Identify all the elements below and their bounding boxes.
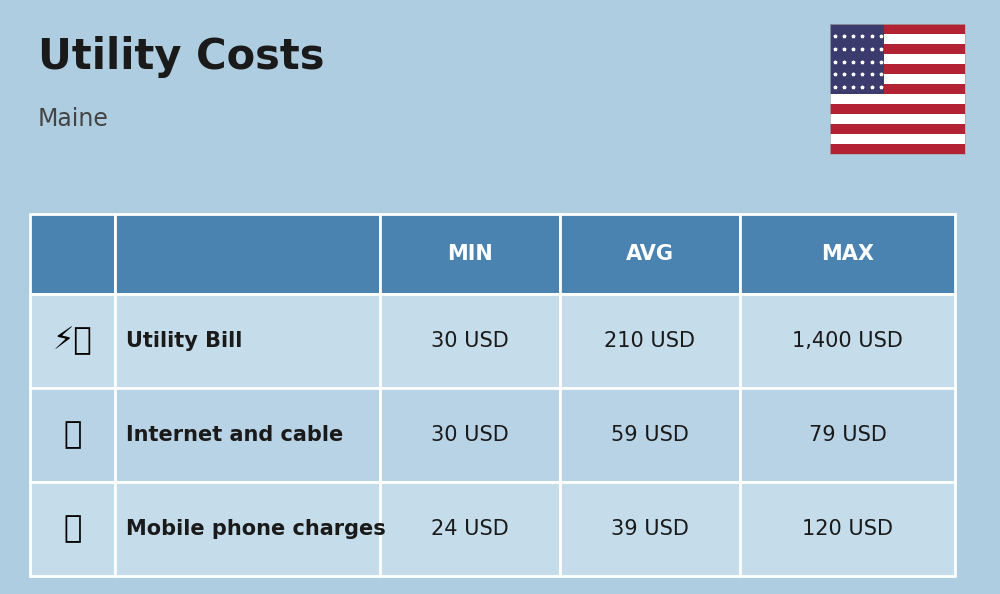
Bar bbox=[115, 293, 380, 388]
Bar bbox=[115, 482, 380, 576]
Bar bbox=[830, 124, 965, 134]
Bar bbox=[380, 293, 560, 388]
Bar bbox=[740, 214, 955, 293]
Text: 120 USD: 120 USD bbox=[802, 519, 893, 539]
Text: Utility Bill: Utility Bill bbox=[126, 331, 242, 350]
Text: AVG: AVG bbox=[626, 244, 674, 264]
Text: 1,400 USD: 1,400 USD bbox=[792, 331, 903, 350]
Bar bbox=[380, 214, 560, 293]
Bar bbox=[740, 482, 955, 576]
Bar bbox=[830, 24, 965, 34]
Bar bbox=[740, 293, 955, 388]
Bar bbox=[830, 84, 965, 94]
Bar bbox=[830, 144, 965, 154]
Text: 30 USD: 30 USD bbox=[431, 425, 509, 445]
Bar bbox=[30, 293, 115, 388]
Bar bbox=[560, 214, 740, 293]
Text: 39 USD: 39 USD bbox=[611, 519, 689, 539]
Bar bbox=[560, 293, 740, 388]
Text: Utility Costs: Utility Costs bbox=[38, 36, 324, 78]
Bar bbox=[115, 388, 380, 482]
Bar bbox=[560, 482, 740, 576]
Text: ⚡🔌: ⚡🔌 bbox=[53, 326, 92, 355]
Bar bbox=[830, 44, 965, 54]
Text: 24 USD: 24 USD bbox=[431, 519, 509, 539]
Bar bbox=[830, 94, 965, 104]
Bar bbox=[30, 482, 115, 576]
Bar bbox=[830, 104, 965, 114]
Bar bbox=[830, 34, 965, 44]
Bar bbox=[830, 74, 965, 84]
Bar bbox=[30, 388, 115, 482]
Bar bbox=[830, 54, 965, 64]
Text: Mobile phone charges: Mobile phone charges bbox=[126, 519, 385, 539]
Text: 📱: 📱 bbox=[63, 514, 82, 544]
Text: 30 USD: 30 USD bbox=[431, 331, 509, 350]
Text: 📡: 📡 bbox=[63, 421, 82, 450]
Bar bbox=[830, 114, 965, 124]
Bar bbox=[560, 388, 740, 482]
Text: 79 USD: 79 USD bbox=[809, 425, 886, 445]
Bar bbox=[30, 214, 115, 293]
Text: 59 USD: 59 USD bbox=[611, 425, 689, 445]
Bar bbox=[115, 214, 380, 293]
Bar bbox=[830, 24, 965, 154]
Bar bbox=[380, 482, 560, 576]
Bar bbox=[380, 388, 560, 482]
Text: Internet and cable: Internet and cable bbox=[126, 425, 343, 445]
Text: 210 USD: 210 USD bbox=[604, 331, 696, 350]
Bar bbox=[830, 134, 965, 144]
Text: Maine: Maine bbox=[38, 107, 109, 131]
Text: MAX: MAX bbox=[821, 244, 874, 264]
Bar bbox=[830, 24, 884, 94]
Bar bbox=[740, 388, 955, 482]
Text: MIN: MIN bbox=[447, 244, 493, 264]
Bar bbox=[830, 64, 965, 74]
